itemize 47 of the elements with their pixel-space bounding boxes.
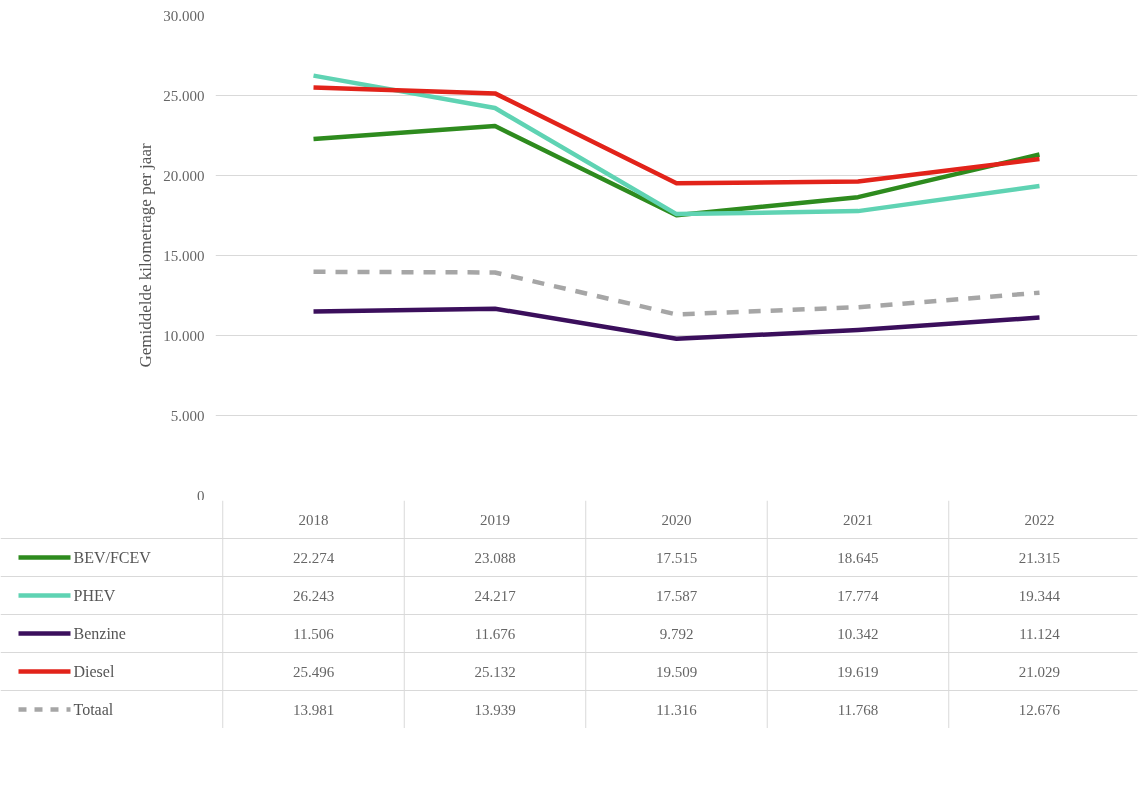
data-label: 11.676 [474,625,516,642]
x-tick-label: 2022 [1024,511,1055,528]
legend-label: PHEV [73,587,116,604]
data-label: 11.768 [837,701,879,718]
data-label: 21.315 [1018,549,1061,566]
data-label: 11.316 [656,701,698,718]
y-tick-label: 10.000 [163,327,205,344]
data-label: 17.515 [655,549,698,566]
legend-label: Totaal [73,701,114,718]
data-label: 11.506 [293,625,335,642]
data-label: 13.981 [292,701,335,718]
line-series [311,85,1042,186]
y-tick-label: 30.000 [163,7,205,24]
line-series [311,73,1042,217]
data-label: 19.619 [837,663,879,680]
legend-label: BEV/FCEV [73,549,152,566]
data-label: 11.124 [1019,625,1061,642]
x-tick-label: 2019 [480,511,510,528]
x-tick-label: 2021 [843,511,873,528]
y-tick-label: 20.000 [163,167,205,184]
legend-label: Benzine [73,625,126,642]
x-tick-label: 2020 [661,511,692,528]
data-label: 23.088 [474,549,516,566]
data-label: 21.029 [1018,663,1061,680]
data-label: 17.774 [837,587,880,604]
data-label: 25.132 [474,663,516,680]
x-tick-label: 2018 [298,511,329,528]
data-label: 24.217 [474,587,517,604]
data-label: 12.676 [1018,701,1061,718]
y-tick-label: 15.000 [163,247,205,264]
line-series [311,306,1042,342]
y-tick-label: 5.000 [170,407,205,424]
data-label: 26.243 [292,587,335,604]
y-tick-label: 25.000 [163,87,205,104]
data-label: 25.496 [292,663,335,680]
data-label: 10.342 [837,625,879,642]
data-label: 13.939 [474,701,516,718]
data-label: 19.344 [1018,587,1061,604]
data-label: 9.792 [659,625,694,642]
y-tick-label: 0 [197,487,205,504]
data-label: 18.645 [837,549,879,566]
line-series [311,269,1042,317]
legend-label: Diesel [73,663,115,680]
data-label: 19.509 [655,663,698,680]
y-axis-title: Gemiddelde kilometrage per jaar [136,143,156,368]
data-label: 22.274 [292,549,335,566]
data-label: 17.587 [655,587,698,604]
